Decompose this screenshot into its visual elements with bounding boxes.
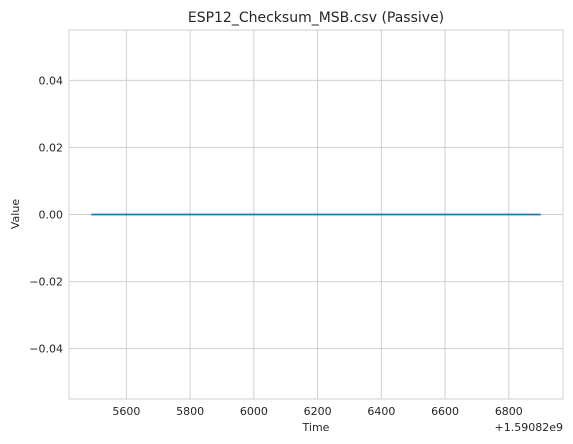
y-tick-label: 0.00 [39, 209, 64, 222]
y-tick-label: 0.02 [39, 141, 64, 154]
y-tick-label: 0.04 [39, 74, 64, 87]
x-axis-label: Time [302, 421, 330, 434]
x-offset-label: +1.59082e9 [495, 421, 563, 434]
x-tick-label: 6600 [431, 405, 459, 418]
x-tick-label: 5800 [176, 405, 204, 418]
x-tick-label: 6800 [495, 405, 523, 418]
plot-frame [68, 29, 564, 400]
x-tick-label: 6000 [240, 405, 268, 418]
x-tick-label: 6400 [367, 405, 395, 418]
y-axis-label: Value [9, 199, 22, 229]
chart-title: ESP12_Checksum_MSB.csv (Passive) [188, 10, 444, 26]
x-tick-label: 6200 [304, 405, 332, 418]
y-tick-labels: −0.04 −0.02 0.00 0.02 0.04 [29, 74, 63, 355]
x-tick-label: 5600 [112, 405, 140, 418]
x-tick-labels: 5600 5800 6000 6200 6400 6600 6800 [112, 405, 522, 418]
y-tick-label: −0.02 [29, 276, 63, 289]
y-tick-label: −0.04 [29, 343, 63, 356]
